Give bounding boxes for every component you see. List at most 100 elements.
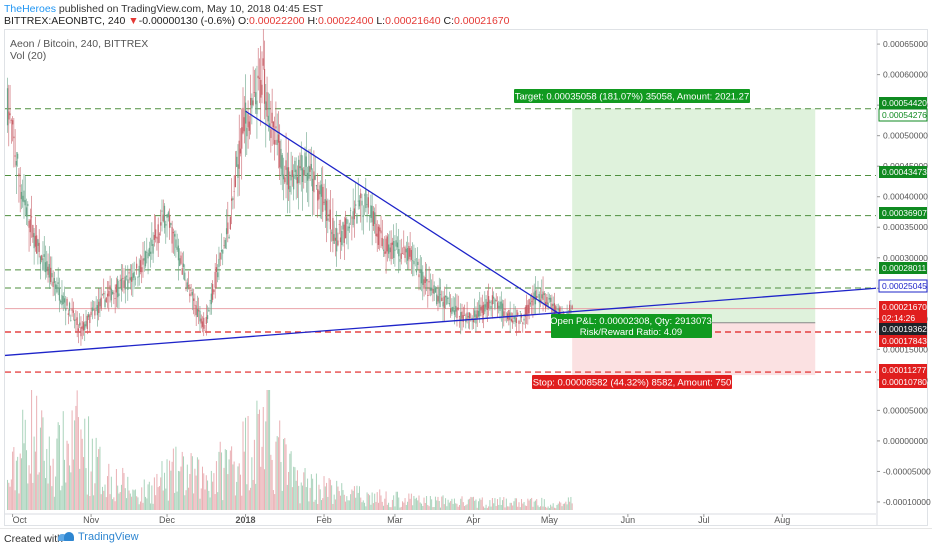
candle-body	[538, 294, 540, 303]
volume-bar	[334, 499, 336, 510]
candle-body	[477, 310, 480, 317]
volume-bar	[342, 490, 344, 510]
volume-bar	[350, 494, 352, 510]
volume-bar	[526, 505, 528, 510]
volume-bar	[105, 497, 107, 510]
author-link[interactable]: TheHeroes	[4, 3, 56, 15]
volume-bar	[151, 485, 153, 510]
candle-body	[243, 117, 245, 132]
candle-body	[495, 300, 497, 302]
candle-body	[199, 310, 201, 322]
candle-body	[134, 278, 136, 280]
volume-bar	[361, 502, 363, 510]
candle-body	[415, 270, 418, 273]
candle-body	[132, 273, 134, 281]
candle-body	[356, 215, 358, 224]
brand[interactable]: TradingView	[58, 531, 139, 543]
candle-body	[20, 191, 23, 200]
candle-body	[450, 308, 452, 313]
candle-body	[381, 237, 383, 247]
candle-body	[247, 114, 249, 128]
volume-bar	[70, 472, 72, 510]
candle-body	[187, 285, 190, 287]
chart-frame[interactable]	[4, 29, 928, 526]
volume-bar	[232, 464, 234, 510]
candle-body	[319, 185, 321, 195]
candle-body	[317, 189, 319, 201]
volume-bar	[436, 500, 438, 510]
price-tag-bg	[879, 166, 927, 178]
volume-bar	[188, 487, 190, 510]
volume-indicator-label[interactable]: Vol (20)	[10, 50, 47, 62]
candle-body	[425, 279, 428, 282]
volume-bar	[27, 483, 29, 510]
candle-body	[52, 281, 54, 288]
candle-body	[265, 101, 267, 111]
volume-bar	[161, 461, 163, 510]
candle-body	[490, 305, 492, 309]
candle-body	[431, 287, 433, 291]
candle-body	[163, 205, 166, 228]
volume-bar	[565, 501, 567, 510]
candle-body	[66, 298, 68, 306]
volume-bar	[36, 395, 38, 510]
candle-body	[110, 288, 112, 301]
volume-bar	[180, 466, 182, 510]
volume-bar	[431, 499, 433, 510]
volume-bar	[561, 506, 563, 510]
target-label-bg	[514, 89, 750, 103]
candle-body	[109, 285, 111, 290]
volume-bar	[557, 503, 559, 510]
candle-body	[315, 185, 318, 187]
volume-bar	[132, 489, 134, 510]
volume-bar	[475, 499, 477, 510]
candle-body	[366, 204, 368, 205]
volume-bar	[560, 502, 562, 510]
candle-body	[151, 239, 153, 246]
x-tick-label: Apr	[466, 515, 480, 525]
volume-bar	[375, 501, 377, 510]
candle-body	[9, 113, 11, 116]
candle-body	[185, 288, 187, 290]
volume-bar	[90, 471, 92, 510]
volume-bar	[80, 429, 82, 510]
candle-body	[198, 309, 200, 312]
volume-bar	[77, 417, 79, 510]
candle-body	[86, 315, 88, 329]
volume-bar	[52, 458, 54, 510]
volume-bar	[189, 474, 191, 510]
candle-body	[225, 228, 228, 235]
volume-bar	[251, 457, 253, 510]
volume-bar	[143, 479, 145, 510]
candle-body	[65, 307, 67, 311]
volume-bar	[456, 503, 458, 510]
volume-bar	[421, 503, 423, 510]
volume-bar	[14, 490, 16, 510]
volume-bar	[398, 497, 400, 510]
volume-bar	[95, 437, 97, 510]
candle-body	[422, 271, 424, 285]
volume-bar	[298, 485, 300, 510]
candle-body	[419, 270, 421, 274]
volume-bar	[261, 446, 263, 510]
volume-bar	[552, 503, 554, 510]
volume-bar	[166, 459, 168, 510]
candle-body	[157, 224, 159, 244]
volume-bar	[267, 390, 269, 510]
candle-body	[308, 165, 310, 179]
candle-body	[371, 205, 373, 223]
candle-body	[22, 195, 24, 202]
candle-body	[236, 156, 238, 167]
candle-body	[300, 154, 302, 171]
candle-body	[471, 317, 473, 319]
volume-bar	[126, 498, 128, 510]
trendlines[interactable]	[4, 110, 877, 357]
volume-bar	[503, 497, 505, 510]
candle-body	[104, 299, 106, 307]
volume-bar	[481, 497, 483, 510]
volume-bar	[386, 504, 388, 510]
volume-bar	[258, 409, 260, 510]
volume-bar	[438, 501, 440, 510]
volume-bar	[76, 390, 78, 510]
